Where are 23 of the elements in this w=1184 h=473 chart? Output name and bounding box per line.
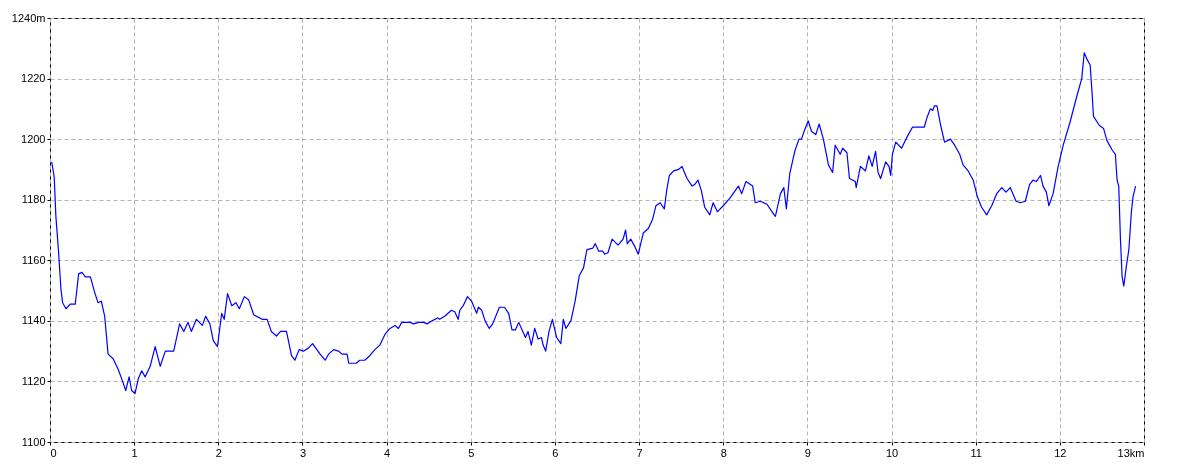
y-tick-label: 1220 [21,72,46,85]
x-tick-label: 13km [1117,446,1145,459]
y-tick-label: 1160 [21,253,46,266]
x-tick-label: 11 [970,446,982,459]
y-tick-label: 1200 [21,132,46,145]
x-tick-label: 6 [552,446,559,459]
x-tick-label: 8 [720,446,727,459]
x-tick-label: 4 [384,446,391,459]
line-series [51,52,1137,395]
x-tick-label: 10 [885,446,899,459]
y-tick-label: 1180 [21,193,46,206]
x-tick-label: 3 [299,446,307,459]
y-tick-label: 1240m [11,11,46,24]
x-tick-label: 0 [50,446,57,459]
x-tick-label: 2 [215,446,222,459]
x-tick-label: 5 [468,446,475,459]
x-tick-label: 1 [131,446,138,459]
y-tick-label: 1100 [21,435,46,448]
x-tick-label: 9 [804,446,811,459]
x-tick-label: 7 [636,446,643,459]
y-tick-label: 1120 [21,374,46,387]
x-tick-label: 12 [1054,446,1067,459]
y-tick-label: 1140 [21,314,46,327]
